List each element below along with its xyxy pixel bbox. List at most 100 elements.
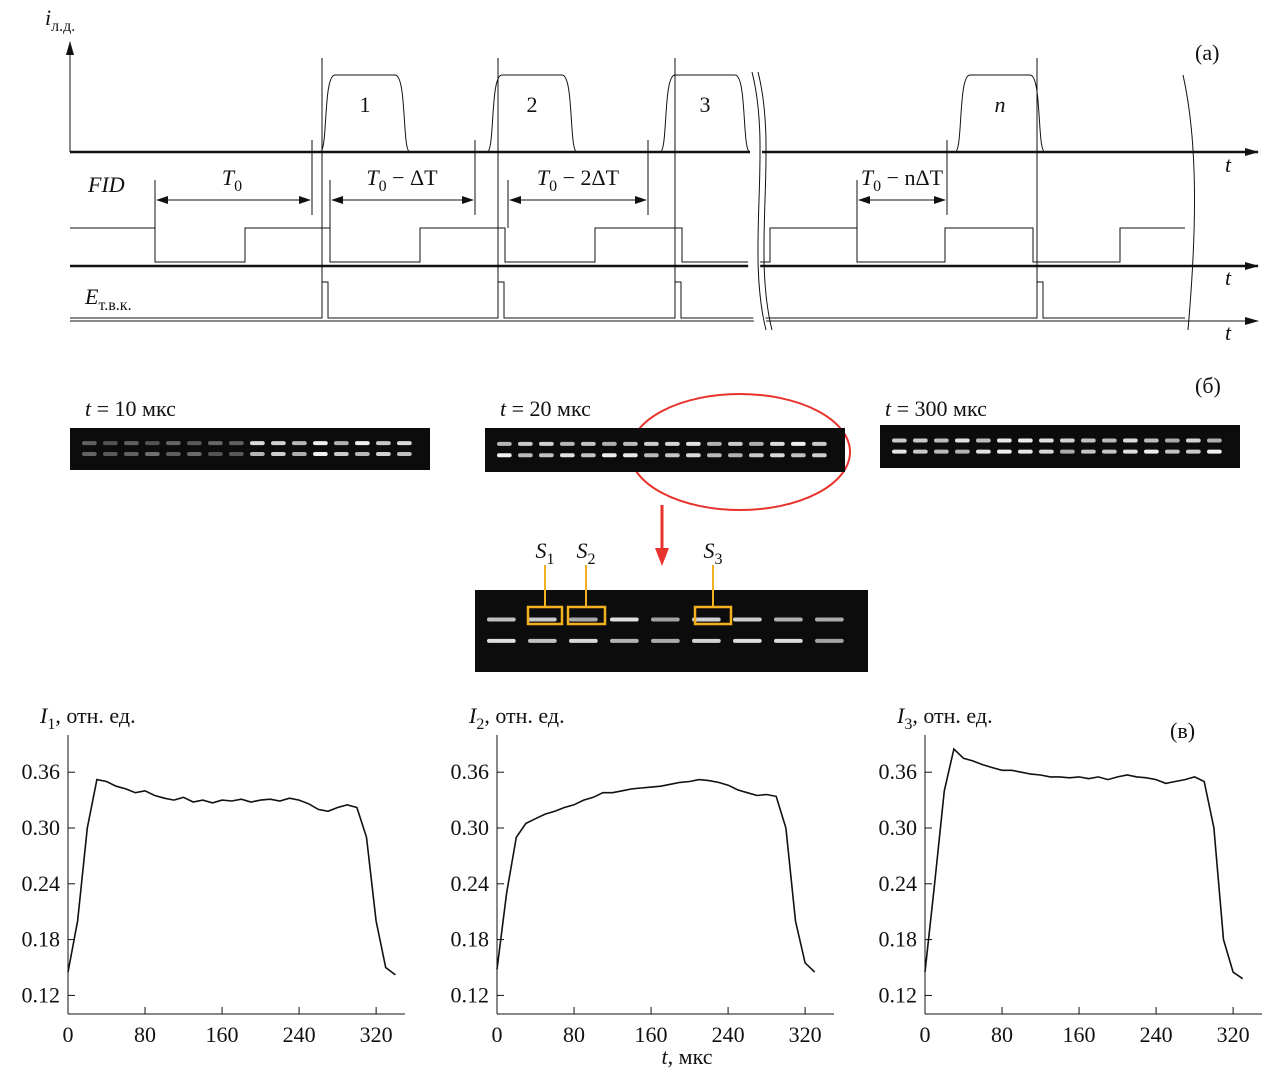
y-axis-label: I2, отн. ед. [468,703,565,733]
interval-label-rest: − nΔT [881,165,944,190]
frame-streak [815,639,844,643]
x-tick-label: 240 [283,1022,316,1047]
frame-streak [82,452,97,456]
interval-label: T0 − nΔT [861,165,944,195]
frame-streak [733,639,762,643]
frame-streak [229,441,244,445]
frame-streak [250,441,265,445]
region-label-subscript: 1 [547,551,555,568]
frame-streak [1144,450,1159,454]
frame-streak [651,639,680,643]
frames [70,425,1240,672]
figure: (а) (б) FID iл.д.ttt123nEт.в.к.T0T0 − ΔT… [0,0,1275,1072]
frame-streak [791,453,806,457]
row-label-symbol: E [84,284,99,309]
y-axis-label-rest: , отн. ед. [484,703,564,728]
y-axis-label-subscript: 1 [47,716,55,733]
frame-streak [707,453,722,457]
frame-streak [976,438,991,442]
frame-streak [1102,450,1117,454]
frame-streak [686,453,701,457]
frame-streak [271,452,286,456]
frame-streak [145,452,160,456]
frame-streak [1081,438,1096,442]
frame-streak [487,618,516,622]
frame-label: t = 300 мкс [885,396,987,421]
y-axis-label-subscript: л.д. [51,18,75,35]
time-axis-label: t [1225,320,1232,345]
x-axis-label-rest: , мкс [668,1044,713,1069]
frame-streak [187,452,202,456]
frame-streak [539,453,554,457]
page: (а) (б) FID iл.д.ttt123nEт.в.к.T0T0 − ΔT… [0,0,1275,1072]
frame-streak [1018,450,1033,454]
region-label-symbol: S [704,538,715,563]
frame-streak [1165,438,1180,442]
y-tick-label: 0.24 [451,871,490,896]
frame-streak [770,453,785,457]
interval-label-rest: − ΔT [387,165,439,190]
frame-streak [355,441,370,445]
data-line [497,780,815,973]
frame-streak [651,618,680,622]
panel-label: (а) [1195,40,1219,65]
frame-streak [124,452,139,456]
frame-streak [812,442,827,446]
x-tick-label: 0 [492,1022,503,1047]
frame-streak [292,452,307,456]
frame-streak [644,442,659,446]
y-axis-label: I1, отн. ед. [39,703,136,733]
frame-streak [728,442,743,446]
frame-streak [976,450,991,454]
frame-label: t = 10 мкс [85,396,176,421]
frame-streak [355,452,370,456]
interval-label-subscript: 0 [873,178,881,195]
frame-streak [82,441,97,445]
frame-streak [610,639,639,643]
x-tick-label: 320 [789,1022,822,1047]
pulse-label: 3 [700,92,711,117]
frame-streak [913,438,928,442]
frame-label-rest: = 300 мкс [891,396,987,421]
x-tick-label: 0 [63,1022,74,1047]
panel-label: (б) [1195,373,1221,398]
frame-streak [733,618,762,622]
frame-label-rest: = 20 мкс [506,396,591,421]
frame-streak [1102,438,1117,442]
frame-streak [208,441,223,445]
y-tick-label: 0.36 [451,759,490,784]
frame-streak [569,639,598,643]
frame-streak [892,438,907,442]
region-label-symbol: S [577,538,588,563]
y-axis-label: iл.д. [45,5,75,35]
frame-streak [581,453,596,457]
frame-streak [602,453,617,457]
interval-label-subscript: 0 [549,178,557,195]
frame-streak [913,450,928,454]
frame-streak [770,442,785,446]
x-tick-label: 160 [1063,1022,1096,1047]
frame-streak [665,442,680,446]
frame-streak [166,452,181,456]
e-pulses [70,282,1185,318]
frame-image [475,590,868,672]
frame-streak [1165,450,1180,454]
x-tick-label: 0 [920,1022,931,1047]
y-tick-label: 0.30 [879,815,918,840]
frame-streak [692,618,721,622]
y-tick-label: 0.36 [879,759,918,784]
x-tick-label: 320 [360,1022,393,1047]
frame-streak [1123,450,1138,454]
panel-label: (в) [1170,718,1195,743]
frame-streak [376,441,391,445]
interval-label: T0 − 2ΔT [537,165,620,195]
y-axis-label-rest: , отн. ед. [55,703,135,728]
frame-streak [610,618,639,622]
row-label: Eт.в.к. [84,284,132,314]
row-label: FID [87,172,125,197]
interval-label: T0 [222,165,242,195]
frame-streak [560,453,575,457]
frame-streak [728,453,743,457]
y-tick-label: 0.24 [879,871,918,896]
fid-wave [70,228,1185,262]
